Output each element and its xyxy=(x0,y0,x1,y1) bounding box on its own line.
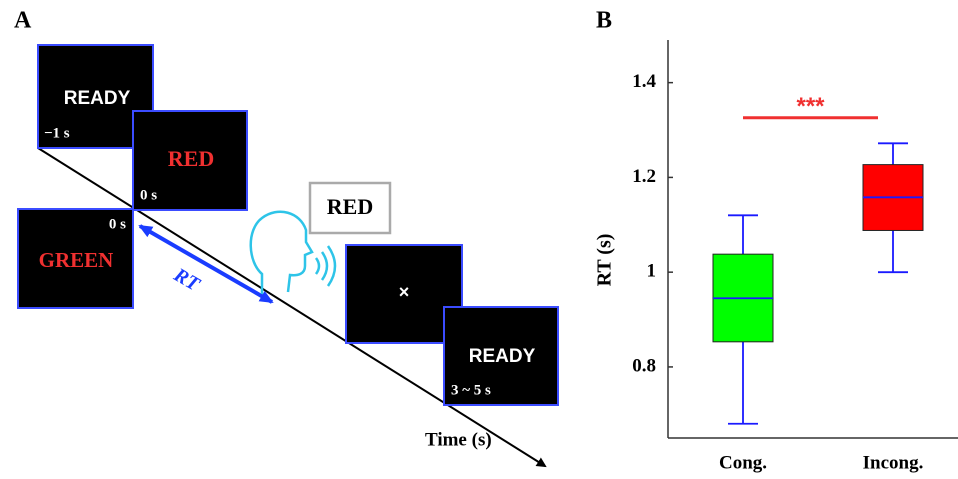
screen-time: 0 s xyxy=(109,216,126,232)
fixation: × xyxy=(399,282,410,302)
panel-label: B xyxy=(596,8,612,34)
screen xyxy=(132,110,248,211)
sound-waves xyxy=(314,245,337,287)
y-tick-label: 1.2 xyxy=(632,166,656,187)
speaker-icon xyxy=(249,210,314,294)
screen-time: 0 s xyxy=(140,187,157,203)
y-axis-label: RT (s) xyxy=(594,234,616,287)
rt-arrow xyxy=(138,224,274,304)
screen xyxy=(345,244,463,344)
speech-word: RED xyxy=(327,194,373,219)
screen-word: READY xyxy=(64,88,131,109)
screen-time: −1 s xyxy=(44,125,70,141)
plot: 0.8 1 1.2 1.4 Cong. Incong. *** xyxy=(632,40,958,473)
screen xyxy=(17,208,134,309)
rt-label: RT xyxy=(169,263,204,296)
screen-word: RED xyxy=(168,146,214,171)
y-tick-label: 1 xyxy=(647,261,657,282)
panel-label: A xyxy=(14,8,32,34)
x-tick-label: Cong. xyxy=(719,452,767,473)
speech-box xyxy=(308,181,392,235)
x-tick-label: Incong. xyxy=(863,452,924,473)
screen-word: GREEN xyxy=(39,248,114,272)
screen-word: READY xyxy=(469,346,536,367)
screen xyxy=(443,306,559,406)
time-label: Time (s) xyxy=(425,429,492,450)
y-tick-label: 1.4 xyxy=(632,71,656,92)
significance-label: *** xyxy=(796,93,825,120)
screen-time: 3 ~ 5 s xyxy=(451,382,491,398)
y-tick-label: 0.8 xyxy=(632,355,656,376)
time-arrow xyxy=(37,147,547,468)
